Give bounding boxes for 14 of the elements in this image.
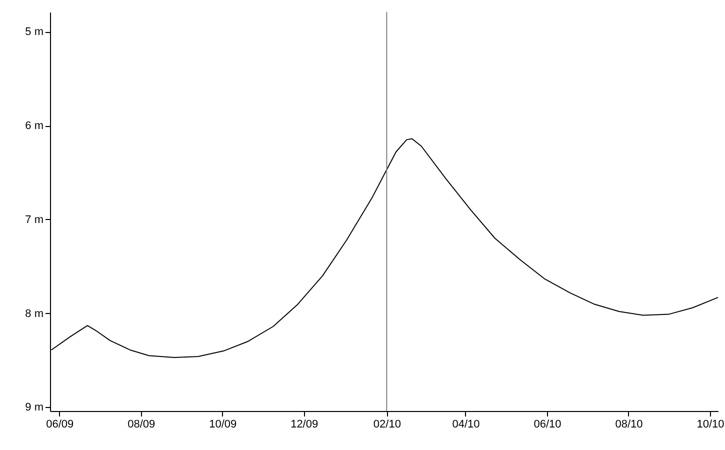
y-tick-label: 5 m <box>25 26 44 38</box>
y-tick-label: 9 m <box>25 402 44 414</box>
x-tick-label: 06/09 <box>46 418 74 430</box>
y-tick-label: 7 m <box>25 214 44 226</box>
x-tick-label: 08/09 <box>128 418 156 430</box>
x-tick-label: 10/10 <box>696 418 724 430</box>
y-tick-label: 6 m <box>25 120 44 132</box>
x-tick-label: 10/09 <box>209 418 237 430</box>
x-tick-label: 04/10 <box>452 418 480 430</box>
x-tick-label: 08/10 <box>615 418 643 430</box>
x-tick-label: 02/10 <box>373 418 401 430</box>
x-tick-label: 06/10 <box>534 418 562 430</box>
x-tick-label: 12/09 <box>290 418 318 430</box>
y-tick-label: 8 m <box>25 308 44 320</box>
